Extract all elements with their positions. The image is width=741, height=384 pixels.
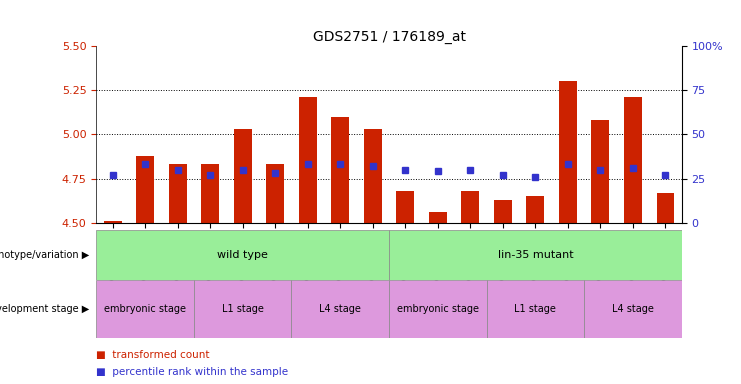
Text: embryonic stage: embryonic stage xyxy=(397,304,479,314)
Bar xyxy=(559,81,576,223)
Text: L1 stage: L1 stage xyxy=(514,304,556,314)
Bar xyxy=(299,97,316,223)
Bar xyxy=(462,191,479,223)
Text: embryonic stage: embryonic stage xyxy=(104,304,186,314)
Bar xyxy=(389,230,682,280)
Text: genotype/variation ▶: genotype/variation ▶ xyxy=(0,250,89,260)
Bar xyxy=(291,280,389,338)
Bar xyxy=(591,120,609,223)
Bar xyxy=(429,212,447,223)
Bar xyxy=(396,191,414,223)
Bar xyxy=(233,129,252,223)
Bar xyxy=(657,193,674,223)
Bar xyxy=(194,280,291,338)
Text: ■  percentile rank within the sample: ■ percentile rank within the sample xyxy=(96,367,288,377)
Text: development stage ▶: development stage ▶ xyxy=(0,304,89,314)
Text: ■  transformed count: ■ transformed count xyxy=(96,350,210,360)
Bar xyxy=(487,280,584,338)
Text: L1 stage: L1 stage xyxy=(222,304,264,314)
Bar xyxy=(526,196,545,223)
Bar xyxy=(389,280,487,338)
Text: L4 stage: L4 stage xyxy=(612,304,654,314)
Bar xyxy=(96,230,389,280)
Bar xyxy=(624,97,642,223)
Bar xyxy=(169,164,187,223)
Bar xyxy=(331,117,349,223)
Bar xyxy=(104,221,122,223)
Bar xyxy=(494,200,512,223)
Text: wild type: wild type xyxy=(217,250,268,260)
Text: lin-35 mutant: lin-35 mutant xyxy=(497,250,574,260)
Bar xyxy=(364,129,382,223)
Bar xyxy=(136,156,154,223)
Bar xyxy=(96,280,194,338)
Text: L4 stage: L4 stage xyxy=(319,304,361,314)
Bar xyxy=(584,280,682,338)
Bar xyxy=(266,164,284,223)
Bar xyxy=(202,164,219,223)
Title: GDS2751 / 176189_at: GDS2751 / 176189_at xyxy=(313,30,465,44)
